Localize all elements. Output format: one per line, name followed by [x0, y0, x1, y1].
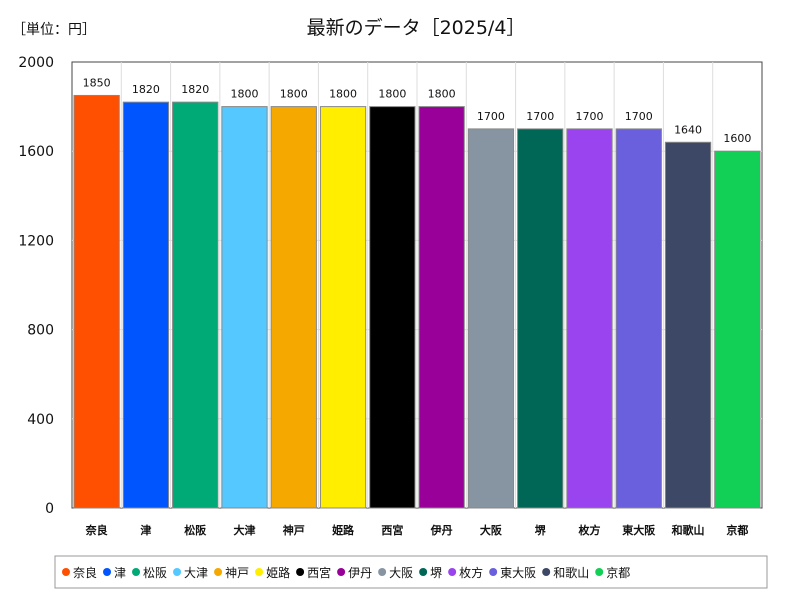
plot-area: 0 400 800 1200 1600 2000 1850 奈良 1820 津 1820 松阪 1800…: [18, 55, 763, 537]
y-tick-label: 1600: [18, 144, 54, 160]
x-tick-label: 津: [140, 523, 151, 537]
legend-marker: [378, 568, 387, 576]
legend: 奈良 津 松阪 大津 神戸 姫路 西宮 伊丹 大阪 堺 枚方 東大阪 和歌山 京都: [54, 555, 768, 589]
x-tick-label: 姫路: [332, 523, 355, 537]
legend-entry: 伊丹: [348, 566, 372, 580]
legend-marker: [337, 568, 346, 576]
data-label: 1700: [526, 110, 554, 123]
legend-marker: [595, 568, 604, 576]
legend-entry: 大津: [184, 566, 208, 580]
legend-marker: [173, 568, 182, 576]
x-tick-label: 西宮: [381, 523, 403, 537]
legend-entry: 西宮: [307, 565, 331, 580]
bar: [319, 106, 367, 509]
legend-marker: [103, 568, 112, 576]
y-tick-label: 2000: [18, 55, 54, 71]
legend-marker: [489, 568, 498, 576]
legend-marker: [448, 568, 457, 576]
unit-label: ［単位：円］: [12, 22, 96, 38]
bar: [73, 94, 120, 509]
x-tick-label: 伊丹: [430, 523, 453, 537]
legend-marker: [542, 568, 551, 576]
legend-marker: [62, 568, 70, 576]
data-label: 1820: [132, 83, 160, 96]
bar: [566, 128, 613, 509]
data-label: 1600: [723, 132, 751, 145]
legend-marker: [296, 568, 305, 576]
legend-entry: 和歌山: [553, 565, 589, 580]
x-tick-label: 神戸: [283, 523, 305, 537]
data-label: 1800: [329, 88, 357, 101]
x-tick-label: 枚方: [579, 523, 601, 537]
data-label: 1850: [83, 76, 111, 89]
x-tick-label: 奈良: [85, 523, 108, 537]
data-label: 1820: [181, 83, 209, 96]
legend-entry: 堺: [430, 566, 442, 580]
x-tick-label: 和歌山: [672, 523, 705, 537]
legend-entry: 奈良: [73, 565, 97, 580]
data-label: 1800: [378, 88, 406, 101]
data-label: 1700: [477, 110, 505, 123]
data-label: 1800: [231, 88, 259, 101]
bar: [714, 150, 761, 509]
data-label: 1800: [280, 88, 308, 101]
legend-marker: [255, 568, 264, 576]
data-label: 1640: [674, 123, 702, 136]
x-tick-label: 大阪: [480, 523, 503, 537]
bar: [418, 106, 465, 509]
bar: [270, 106, 317, 509]
legend-entry: 東大阪: [500, 566, 536, 580]
data-label: 1800: [428, 88, 456, 101]
y-tick-label: 0: [45, 501, 54, 517]
x-tick-label: 京都: [726, 523, 748, 537]
y-tick-label: 800: [27, 323, 54, 339]
legend-entry: 大阪: [389, 566, 413, 580]
bar: [664, 141, 712, 509]
x-tick-label: 大津: [234, 523, 256, 537]
y-tick-label: 1200: [18, 233, 54, 249]
legend-marker: [214, 568, 223, 576]
bar: [221, 106, 268, 509]
bar: [517, 128, 564, 509]
bar: [467, 128, 515, 509]
legend-entry: 津: [114, 566, 126, 580]
legend-entry: 姫路: [266, 565, 290, 580]
legend-marker: [132, 568, 141, 576]
y-tick-label: 400: [27, 412, 54, 428]
x-tick-label: 松阪: [184, 523, 207, 537]
x-tick-label: 東大阪: [622, 523, 656, 537]
bar: [172, 101, 219, 509]
x-tick-label: 堺: [535, 523, 547, 537]
legend-marker: [419, 568, 428, 576]
chart-title: 最新のデータ［2025/4］: [307, 17, 526, 39]
legend-entry: 神戸: [225, 566, 249, 580]
bar: [369, 106, 416, 509]
legend-entry: 松阪: [143, 566, 167, 580]
bar: [615, 128, 662, 509]
data-label: 1700: [625, 110, 653, 123]
bar: [122, 101, 170, 509]
data-label: 1700: [576, 110, 604, 123]
legend-entry: 枚方: [459, 565, 483, 580]
legend-entry: 京都: [606, 566, 630, 580]
